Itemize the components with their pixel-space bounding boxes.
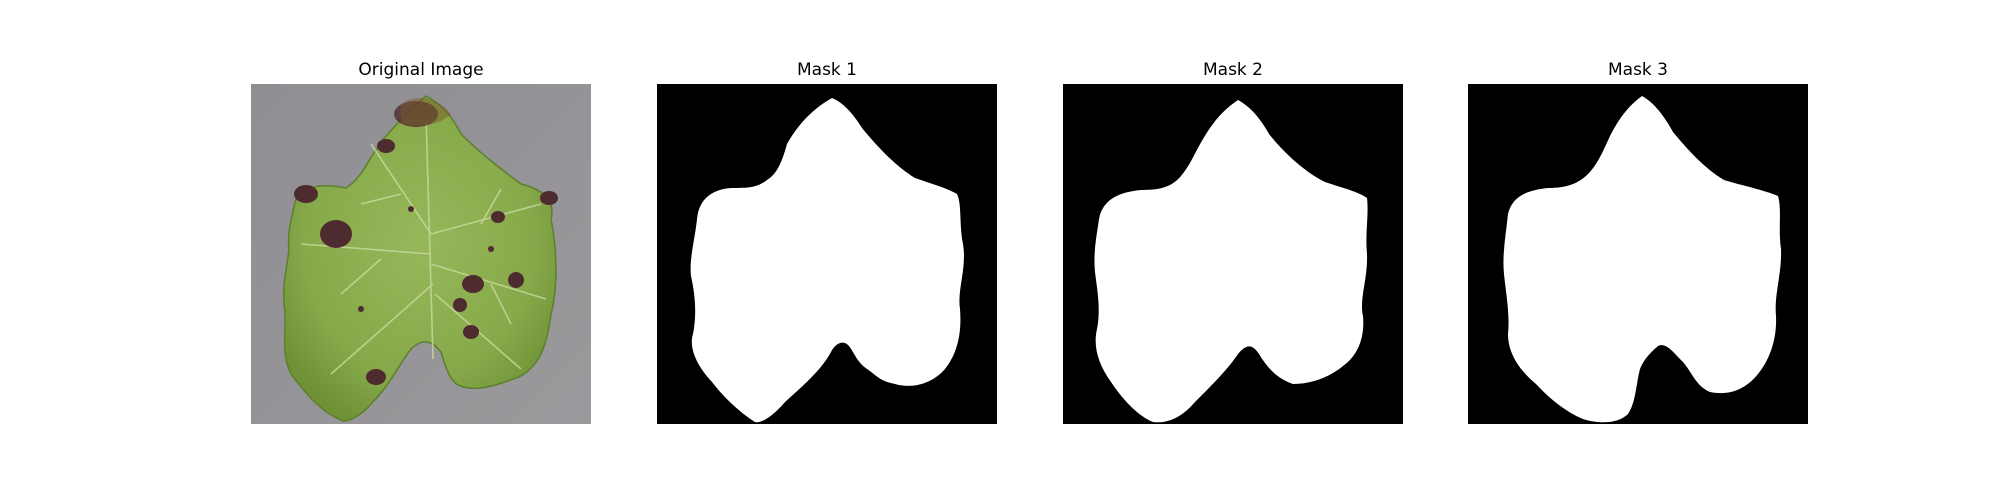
panel-mask-3: Mask 3 (1468, 56, 1808, 424)
mask-2-image (1063, 84, 1403, 424)
panel-original-image: Original Image (251, 56, 591, 424)
leaf-photo (251, 84, 591, 424)
leaf-veins (300, 113, 547, 375)
panel-title: Mask 2 (1202, 60, 1263, 80)
panel-title: Original Image (358, 60, 484, 80)
panel-title: Mask 3 (1607, 60, 1668, 80)
panel-mask-2: Mask 2 (1063, 56, 1403, 424)
mask-leaf-region (690, 98, 964, 423)
panel-mask-1: Mask 1 (657, 56, 997, 424)
panel-title: Mask 1 (796, 60, 857, 80)
mask-3-image (1468, 84, 1808, 424)
mask-leaf-region (1094, 100, 1368, 423)
mask-1-image (657, 84, 997, 424)
lesion-edge-tint (401, 98, 451, 126)
mask-leaf-region (1503, 96, 1782, 423)
